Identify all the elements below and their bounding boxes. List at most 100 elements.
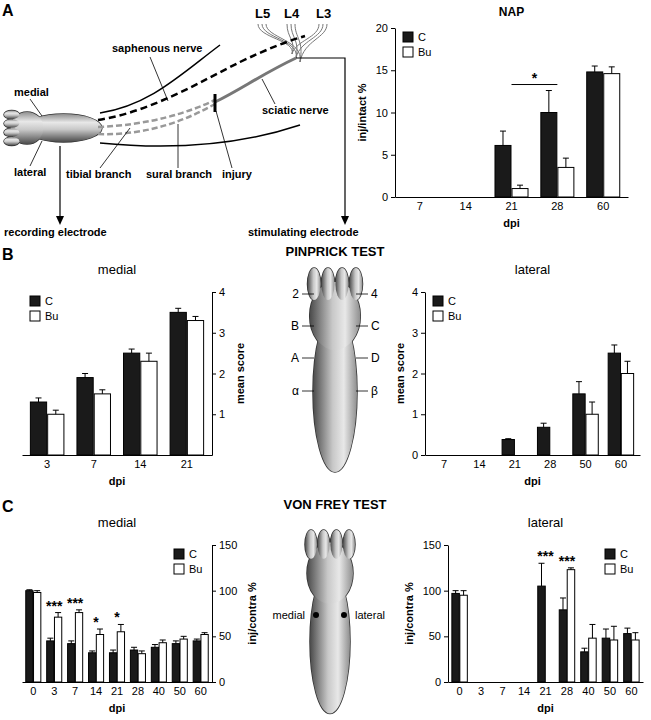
error-bar — [194, 639, 200, 641]
bar — [586, 414, 598, 455]
annotation: *** — [559, 553, 576, 569]
y-tick: 4 — [412, 286, 425, 298]
bar — [546, 682, 553, 683]
tick-label: 3 — [478, 685, 484, 697]
error-cap — [139, 650, 145, 651]
axis-line — [449, 682, 644, 683]
x-tick: 7 — [417, 200, 423, 212]
paw-part — [349, 268, 362, 300]
x-tick: 7 — [91, 458, 97, 470]
diagram-label: injury — [222, 168, 253, 180]
error-bar — [576, 382, 582, 394]
bar — [444, 455, 456, 456]
tick-label: 50 — [579, 458, 591, 470]
legend-label: C — [45, 295, 53, 307]
error-line — [565, 158, 566, 167]
bar — [47, 641, 54, 682]
bar — [604, 74, 620, 197]
bar — [537, 427, 549, 455]
tick-mark — [421, 455, 425, 456]
y-tick: 3 — [212, 327, 225, 339]
error-cap — [500, 131, 506, 132]
bar — [567, 570, 574, 682]
arrow-head — [56, 216, 64, 225]
error-line — [584, 648, 585, 652]
sciatic-nerve — [215, 58, 296, 102]
x-tick: 0 — [30, 685, 36, 697]
error-bar — [632, 633, 638, 640]
error-line — [102, 390, 103, 394]
tick-label: 40 — [582, 685, 594, 697]
axis-line — [425, 293, 426, 456]
stimulating-lead — [296, 58, 345, 218]
error-cap — [160, 639, 166, 640]
tick-label: 60 — [195, 685, 207, 697]
tick-mark — [421, 292, 425, 293]
bar — [403, 197, 419, 198]
x-tick: 60 — [195, 685, 207, 697]
tick-label: 40 — [153, 685, 165, 697]
tick-label: 0 — [30, 685, 36, 697]
error-line — [548, 91, 549, 113]
bar — [420, 197, 436, 198]
legend-label: Bu — [418, 46, 431, 58]
tick-label: 7 — [417, 200, 423, 212]
tick-mark — [212, 682, 216, 683]
bar — [96, 635, 103, 682]
tick-label: 14 — [134, 458, 146, 470]
x-tick: 60 — [597, 200, 609, 212]
error-cap — [576, 381, 582, 382]
bar — [201, 635, 208, 682]
y-axis: 050100150 — [212, 539, 237, 688]
x-tick: 14 — [460, 200, 472, 212]
error-bar — [192, 316, 198, 320]
tick-mark — [444, 591, 448, 592]
y-axis: 050100150 — [423, 539, 449, 688]
y-tick: 0 — [382, 191, 395, 203]
x-axis: 714212860 — [396, 198, 629, 212]
error-bar — [26, 589, 32, 591]
error-cap — [541, 423, 547, 424]
error-line — [594, 66, 595, 72]
sural-branch — [98, 104, 215, 134]
paw-part — [308, 268, 321, 300]
tick-mark — [421, 374, 425, 375]
error-cap — [175, 308, 181, 309]
error-line — [120, 624, 121, 631]
x-tick: 14 — [90, 685, 102, 697]
legend-label: C — [418, 31, 426, 43]
foot — [4, 111, 102, 146]
bar — [159, 643, 166, 682]
bar — [559, 610, 566, 682]
axis-line — [23, 682, 213, 683]
pointer — [150, 57, 168, 101]
legend-swatch — [605, 564, 615, 574]
annotation: * — [532, 70, 538, 86]
chart-title: lateral — [515, 262, 551, 277]
error-line — [195, 316, 196, 320]
bar — [512, 189, 528, 197]
tick-label: 50 — [604, 685, 616, 697]
zone-label: α — [292, 384, 299, 398]
legend-swatch — [174, 564, 184, 574]
zone-label: 4 — [371, 287, 378, 301]
bar — [558, 167, 574, 197]
x-tick: 60 — [615, 458, 627, 470]
chart: 1234371421medialdpimean scoreCBu — [23, 262, 247, 487]
tick-label: 14 — [460, 200, 472, 212]
annotation: *** — [67, 595, 84, 611]
bar — [187, 321, 203, 455]
bar — [75, 613, 82, 682]
error-cap — [152, 644, 158, 645]
test-point — [341, 612, 347, 618]
error-cap — [632, 632, 638, 633]
pointer — [30, 99, 42, 116]
error-cap — [110, 650, 116, 651]
legend-swatch — [30, 311, 40, 321]
pointer — [302, 294, 314, 295]
pointer — [356, 326, 368, 327]
error-bar — [47, 638, 53, 641]
recording-arrow — [59, 146, 60, 218]
x-tick: 50 — [579, 458, 591, 470]
y-tick: 0 — [435, 676, 448, 688]
